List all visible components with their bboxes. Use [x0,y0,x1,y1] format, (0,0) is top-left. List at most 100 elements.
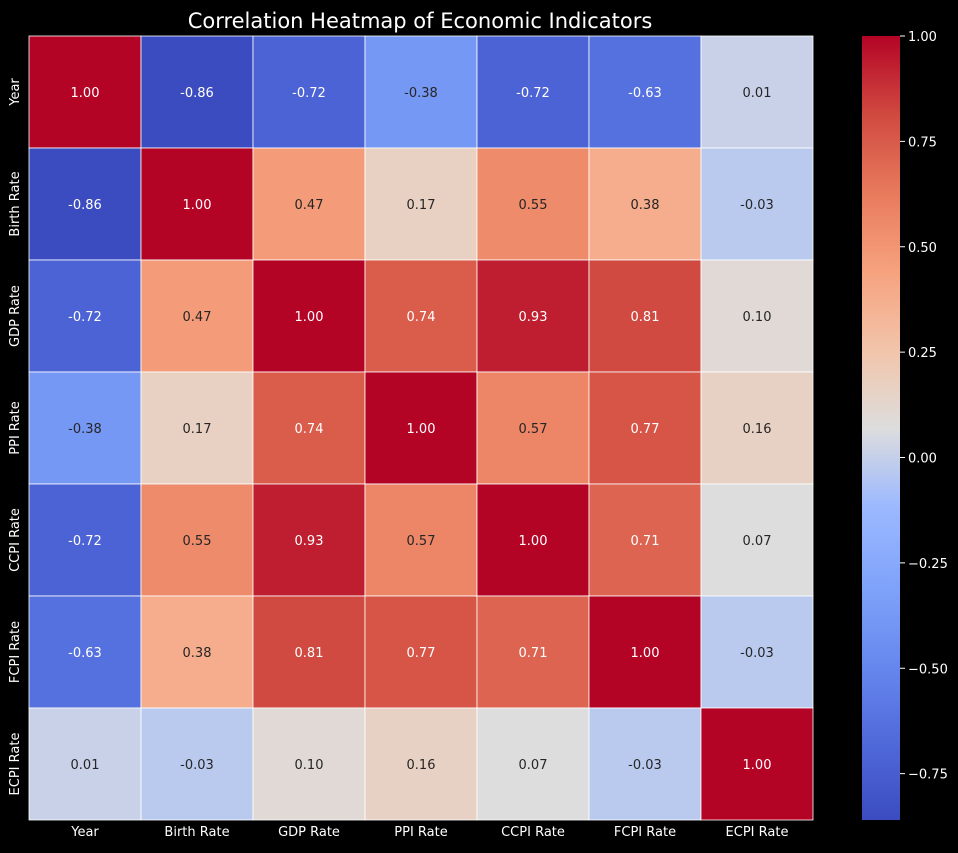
heatmap-cell [364,595,478,709]
heatmap-cell-label: -0.03 [628,758,662,773]
heatmap-cell-label: 0.74 [407,310,436,325]
heatmap-cell-label: 0.10 [743,310,772,325]
y-tick-label: GDP Rate [8,285,23,347]
colorbar: 1.00 0.75 0.50 0.25 0.00 −0.25 −0.50 −0.75 [862,30,948,820]
heatmap-cell [588,707,702,821]
heatmap-cell-label: 0.81 [295,646,324,661]
heatmap-cell [476,707,590,821]
heatmap-cell-label: 0.93 [519,310,548,325]
heatmap-cell-label: 0.55 [519,198,548,213]
heatmap-cell-label: -0.38 [68,422,102,437]
heatmap-cell-labels: 1.00 -0.86 -0.72 -0.38 -0.72 -0.63 0.01 -0.86 1.… [68,86,774,773]
chart-title: Correlation Heatmap of Economic Indicato… [188,9,653,33]
heatmap-cell-label: -0.72 [516,86,550,101]
heatmap-cell-label: 0.81 [631,310,660,325]
y-tick-label: FCPI Rate [8,621,23,683]
heatmap-cell-label: -0.03 [180,758,214,773]
heatmap-cell-label: 0.57 [407,534,436,549]
heatmap-cell-label: 0.77 [631,422,660,437]
y-tick-label: CCPI Rate [8,508,23,572]
heatmap-cell-label: -0.86 [180,86,214,101]
heatmap-cell-label: 0.57 [519,422,548,437]
heatmap-cell-label: 0.47 [183,310,212,325]
heatmap-cell [588,35,702,149]
heatmap-cell-label: 0.17 [183,422,212,437]
heatmap-cell [28,147,142,261]
heatmap-cell [252,595,366,709]
heatmap-cell-label: 0.01 [743,86,772,101]
heatmap-cell [364,35,478,149]
heatmap-cell-label: 0.71 [631,534,660,549]
heatmap-cell [252,707,366,821]
heatmap-cell [364,707,478,821]
heatmap-cell-label: 1.00 [519,534,548,549]
heatmap-cell [28,35,142,149]
heatmap-cell [700,707,814,821]
heatmap-cell [252,35,366,149]
heatmap-cell [252,147,366,261]
colorbar-tick-label: 0.00 [908,452,937,467]
heatmap-cell-label: 0.71 [519,646,548,661]
colorbar-tick-label: −0.25 [908,557,948,572]
heatmap-cell-label: -0.72 [68,310,102,325]
y-tick-label: Year [8,78,23,107]
heatmap-cell-label: 0.77 [407,646,436,661]
heatmap-cell-label: 0.16 [407,758,436,773]
heatmap-cell [476,147,590,261]
y-tick-label: ECPI Rate [8,733,23,796]
colorbar-tick-label: 0.50 [908,241,937,256]
heatmap-cell [588,259,702,373]
heatmap-cell [700,259,814,373]
x-tick-label: GDP Rate [278,825,340,840]
colorbar-tick-label: −0.50 [908,662,948,677]
heatmap-cell-label: -0.72 [68,534,102,549]
heatmap-cell-label: -0.03 [740,198,774,213]
x-tick-label: Year [70,825,99,840]
heatmap-cell-label: 0.16 [743,422,772,437]
heatmap-cell [476,259,590,373]
colorbar-tick-label: −0.75 [908,768,948,783]
heatmap-cell-label: 0.38 [631,198,660,213]
heatmap-cell [252,483,366,597]
heatmap-cell-label: 1.00 [407,422,436,437]
heatmap-cell-label: 0.93 [295,534,324,549]
heatmap-cell-label: 0.38 [183,646,212,661]
heatmap-cell [28,595,142,709]
heatmap-cell-label: -0.86 [68,198,102,213]
heatmap-cell-label: 0.55 [183,534,212,549]
colorbar-gradient [862,36,900,820]
x-tick-label: PPI Rate [394,825,447,840]
x-tick-label: CCPI Rate [501,825,565,840]
x-tick-label: ECPI Rate [726,825,789,840]
heatmap-cell [476,35,590,149]
heatmap-cell [140,35,254,149]
colorbar-tick-label: 1.00 [908,30,937,45]
heatmap-cell [28,707,142,821]
x-axis-tick-labels: Year Birth Rate GDP Rate PPI Rate CCPI Rate F… [70,825,788,840]
heatmap-cell-label: -0.63 [68,646,102,661]
heatmap-cell-label: 0.01 [71,758,100,773]
heatmap-cell [700,147,814,261]
heatmap-cell-label: 0.47 [295,198,324,213]
heatmap-cells [28,35,814,821]
heatmap-cell [252,259,366,373]
heatmap-cell [588,483,702,597]
heatmap-cell-label: 0.07 [519,758,548,773]
y-axis-tick-labels: Year Birth Rate GDP Rate PPI Rate CCPI Rate F… [8,78,23,796]
heatmap-cell [28,371,142,485]
heatmap-cell [364,259,478,373]
heatmap-cell [140,259,254,373]
heatmap-cell [700,371,814,485]
heatmap-cell-label: -0.38 [404,86,438,101]
heatmap-cell-label: 1.00 [71,86,100,101]
heatmap-cell-label: 1.00 [631,646,660,661]
heatmap-cell-label: -0.72 [292,86,326,101]
heatmap-cell-label: -0.03 [740,646,774,661]
heatmap-cell-label: -0.63 [628,86,662,101]
heatmap-cell-label: 0.74 [295,422,324,437]
heatmap-cell-label: 1.00 [183,198,212,213]
heatmap-cell-label: 0.10 [295,758,324,773]
heatmap-cell-label: 1.00 [295,310,324,325]
heatmap-cell-label: 1.00 [743,758,772,773]
